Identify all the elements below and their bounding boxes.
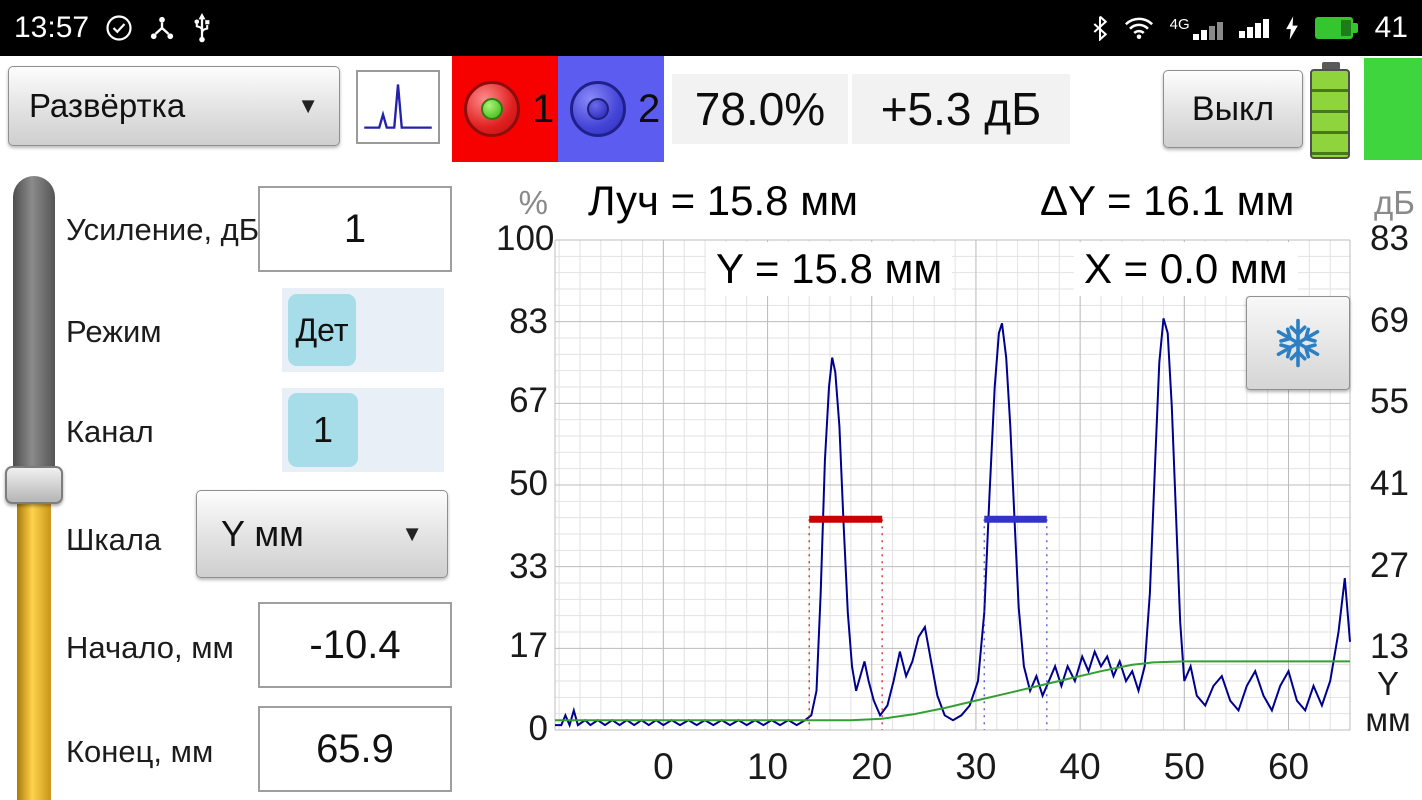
range-end-label: Конец, мм <box>66 734 214 769</box>
readout-ray: Луч = 15.8 мм <box>578 174 868 228</box>
x-axis-tick: 50 <box>1163 746 1205 787</box>
mode-label: Режим <box>66 314 162 349</box>
y-axis-tick-left: 50 <box>509 464 548 503</box>
gain-slider-track[interactable] <box>13 176 55 490</box>
gain-field[interactable]: 1 <box>258 186 452 272</box>
clock: 13:57 <box>14 11 90 44</box>
usb-icon <box>191 13 213 43</box>
y-axis-tick-left: 67 <box>509 380 548 420</box>
y-axis-tick-left: 100 <box>496 219 555 258</box>
toolbar: Развёртка ▼ 1 2 78.0% +5.3 дБ Выкл <box>0 56 1422 162</box>
signal-bars-icon <box>1238 18 1269 38</box>
y-axis-tick-right: 83 <box>1370 219 1409 258</box>
snowflake-icon <box>1276 318 1320 368</box>
y-axis-tick-right: 13 <box>1370 627 1409 667</box>
y-axis-tick-right: 55 <box>1370 382 1409 422</box>
connection-status-indicator <box>1364 58 1422 160</box>
charging-icon <box>1285 16 1299 40</box>
scale-value: Y мм <box>221 513 304 554</box>
range-start-label: Начало, мм <box>66 630 234 665</box>
left-axis-unit: % <box>518 184 548 221</box>
x-axis-tick: 10 <box>746 746 789 787</box>
sweep-mode-dropdown[interactable]: Развёртка ▼ <box>8 66 340 146</box>
strobe-2-indicator-icon <box>570 81 626 137</box>
y-axis-tick-right: 41 <box>1370 464 1409 503</box>
chevron-down-icon: ▼ <box>401 521 423 546</box>
amplitude-readout: 78.0% <box>672 74 848 144</box>
gain-label: Усиление, дБ <box>66 212 260 247</box>
y-axis-tick-left: 0 <box>528 709 548 748</box>
strobe-1-indicator-icon <box>464 81 520 137</box>
ascan-chart: % дБ Y мм Луч = 15.8 мм ΔY = 16.1 мм Y =… <box>490 162 1422 800</box>
chevron-down-icon: ▼ <box>297 93 319 118</box>
strobe-2-button[interactable]: 2 <box>558 56 664 162</box>
bluetooth-icon <box>1092 15 1108 41</box>
x-axis-tick: 40 <box>1059 746 1101 787</box>
ascan-plot <box>554 239 1351 731</box>
readout-y: Y = 15.8 мм <box>706 242 953 296</box>
gain-slider-handle[interactable] <box>5 466 63 504</box>
battery-icon <box>1314 17 1359 39</box>
check-circle-icon <box>105 14 133 42</box>
readout-x: X = 0.0 мм <box>1074 242 1298 296</box>
y-axis-tick-right: 69 <box>1370 300 1409 340</box>
y-axis-tick-right: 27 <box>1370 545 1409 585</box>
x-axis-tick: 0 <box>653 746 674 787</box>
x-axis-tick: 30 <box>955 746 997 787</box>
share-icon <box>149 15 175 41</box>
channel-label: Канал <box>66 414 154 449</box>
right-axis-unit: дБ <box>1374 184 1415 221</box>
tcg-curve <box>555 660 1350 722</box>
freeze-button[interactable] <box>1246 296 1350 390</box>
x-axis-tick: 60 <box>1267 746 1310 787</box>
x-axis-unit: Y мм <box>1365 665 1411 738</box>
x-axis-tick: 20 <box>851 746 893 787</box>
battery-percent: 41 <box>1374 11 1408 44</box>
sweep-mode-label: Развёртка <box>29 87 186 124</box>
strobe-2-number: 2 <box>638 86 661 131</box>
status-bar: 13:57 4G <box>0 0 1422 56</box>
range-start-field[interactable]: -10.4 <box>258 602 452 688</box>
strobe-1-button[interactable]: 1 <box>452 56 558 162</box>
mode-button[interactable]: Дет <box>288 294 356 366</box>
channel-button[interactable]: 1 <box>288 393 358 467</box>
device-battery-icon <box>1310 62 1352 160</box>
power-off-button[interactable]: Выкл <box>1163 70 1303 148</box>
scale-label: Шкала <box>66 522 162 557</box>
readout-delta-y: ΔY = 16.1 мм <box>1030 174 1305 228</box>
y-axis-tick-left: 83 <box>509 302 548 342</box>
strobe-1-number: 1 <box>532 86 555 131</box>
y-axis-tick-left: 33 <box>509 547 548 587</box>
wifi-icon <box>1124 16 1154 40</box>
4g-signal-icon: 4G <box>1170 17 1223 40</box>
scale-dropdown[interactable]: Y мм ▼ <box>196 490 448 578</box>
gain-delta-readout: +5.3 дБ <box>852 74 1070 144</box>
y-axis-tick-left: 17 <box>509 625 548 665</box>
waveform-view-button[interactable] <box>356 70 440 144</box>
waveform-icon <box>364 84 432 129</box>
echo-signal <box>555 318 1351 729</box>
gain-slider-fill <box>17 486 51 800</box>
range-end-field[interactable]: 65.9 <box>258 706 452 792</box>
